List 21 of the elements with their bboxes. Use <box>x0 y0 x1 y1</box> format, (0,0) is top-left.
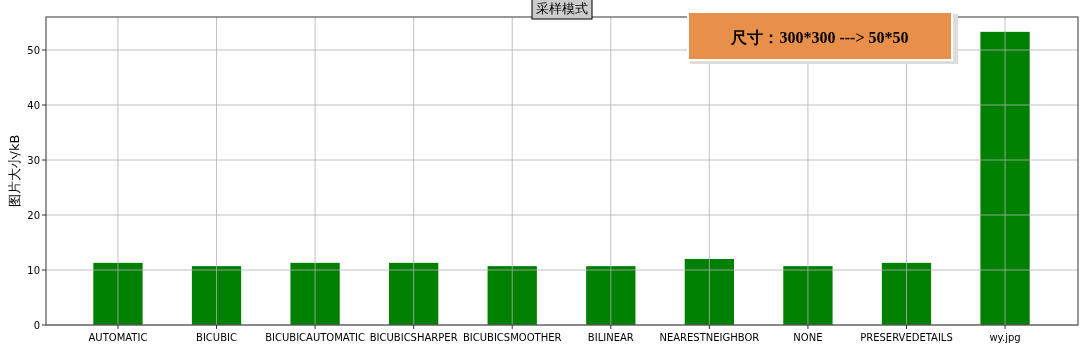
x-tick-label: NEARESTNEIGHBOR <box>659 332 760 343</box>
y-tick-label: 20 <box>27 210 40 221</box>
x-tick-label: AUTOMATIC <box>88 332 148 343</box>
x-tick-label: BILINEAR <box>587 332 634 343</box>
y-tick-label: 40 <box>27 100 40 111</box>
x-tick-label: BICUBICAUTOMATIC <box>265 332 365 343</box>
x-tick-label: BICUBICSHARPER <box>369 332 458 343</box>
y-tick-label: 30 <box>27 155 40 166</box>
y-axis-title: 图片大小/kB <box>7 134 22 208</box>
x-tick-label: wy.jpg <box>989 332 1021 343</box>
annotation: 尺寸：300*300 ---> 50*50 <box>730 29 909 46</box>
title: 采样模式 <box>531 0 593 20</box>
annotation: 尺寸：300*300 ---> 50*50 <box>687 11 958 64</box>
x-tick-label: PRESERVEDETAILS <box>860 332 953 343</box>
x-tick-label: BICUBICSMOOTHER <box>462 332 562 343</box>
x-tick-label: BICUBIC <box>196 332 237 343</box>
chart-title: 采样模式 <box>536 1 588 16</box>
y-tick-label: 10 <box>27 265 40 276</box>
x-tick-label: NONE <box>793 332 823 343</box>
y-tick-label: 0 <box>33 320 40 331</box>
y-tick-label: 50 <box>27 45 40 56</box>
